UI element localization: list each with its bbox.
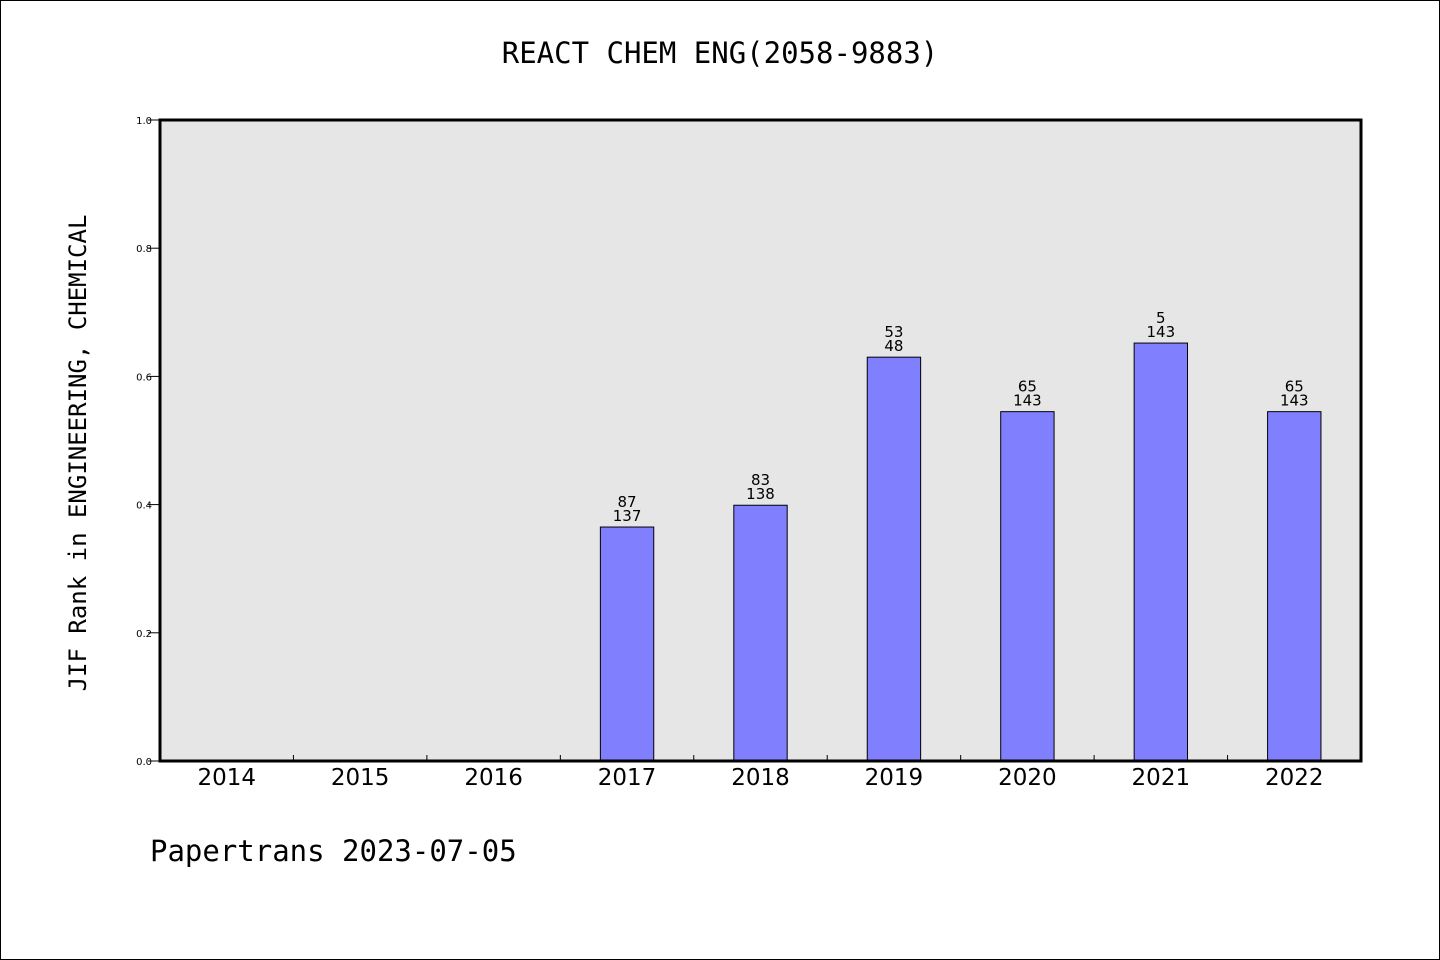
bar-2022: [1267, 411, 1322, 762]
x-tick-label: 2019: [865, 765, 924, 791]
bar-2020: [1000, 411, 1055, 762]
y-tick-label: 0.0: [136, 757, 152, 768]
plot-border: [158, 118, 1363, 763]
x-tick-label: 2014: [197, 765, 256, 791]
bar-label-rank: 53: [884, 323, 903, 341]
bar-2021: [1133, 342, 1189, 762]
y-tick-label: 0.4: [136, 501, 152, 512]
chart-title: REACT CHEM ENG(2058-9883): [501, 36, 939, 70]
bar-label-total: 143: [1147, 323, 1176, 341]
bar-label-rank: 65: [1018, 378, 1037, 396]
y-tick-label: 0.2: [136, 629, 152, 640]
bar-label-rank: 87: [618, 493, 637, 511]
bar-label-total: 48: [884, 337, 903, 355]
bar-2018: [733, 504, 788, 762]
bar-2017: [599, 526, 655, 762]
bar-label-total: 138: [746, 485, 775, 503]
bar-label-rank: 65: [1285, 378, 1304, 396]
x-tick-label: 2018: [731, 765, 790, 791]
bar-label-total: 143: [1280, 392, 1309, 410]
bar-label-total: 137: [613, 507, 642, 525]
x-tick-label: 2020: [998, 765, 1057, 791]
x-tick-label: 2022: [1265, 765, 1324, 791]
y-tick-label: 1.0: [136, 116, 152, 127]
footer-text: Papertrans 2023-07-05: [150, 834, 517, 868]
x-tick-label: 2021: [1132, 765, 1191, 791]
x-tick-label: 2017: [598, 765, 657, 791]
y-tick-label: 0.8: [136, 244, 152, 255]
x-tick-label: 2015: [331, 765, 390, 791]
x-tick-label: 2016: [464, 765, 523, 791]
bar-label-total: 143: [1013, 392, 1042, 410]
bar-label-rank: 5: [1156, 309, 1166, 327]
bar-2019: [866, 356, 922, 762]
bar-label-rank: 83: [751, 471, 770, 489]
y-tick-label: 0.6: [136, 372, 152, 383]
